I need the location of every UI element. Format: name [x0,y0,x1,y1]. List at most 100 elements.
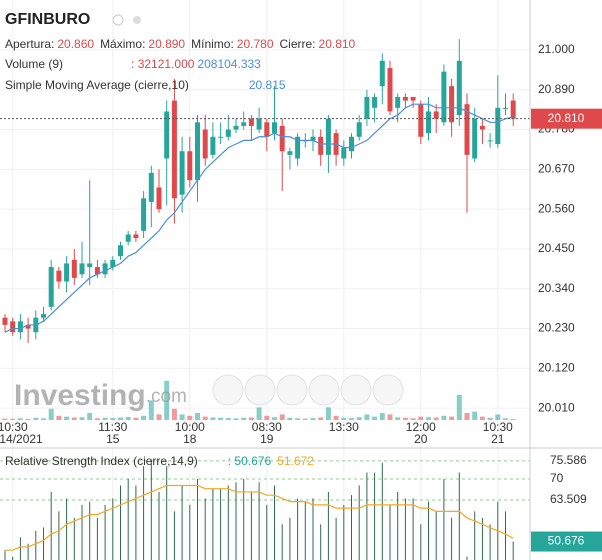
x-date-label: 20 [414,432,428,446]
volume-bar [79,417,85,420]
y-tick-label: 20.560 [538,201,575,215]
x-tick-label: 11:30 [98,420,127,434]
volume-bar [148,400,154,420]
volume-bar [118,417,123,420]
volume-bar [87,413,93,420]
candle-body [187,151,193,181]
candle-body [295,136,301,159]
y-tick-label: 63.509 [550,492,587,506]
volume-bar [10,418,16,420]
tool-button[interactable] [308,374,340,406]
y-tick-label: 20.450 [538,241,575,255]
toolbar [212,374,404,406]
ohlc-label: Apertura: [5,37,54,51]
candle-body [179,151,185,195]
ohlc-value: 20.810 [319,37,356,51]
candle-body [17,321,23,333]
candle-body [456,60,462,116]
candle-body [41,314,46,318]
volume-bar [503,418,508,420]
volume-bar [510,419,516,420]
eye-icon[interactable] [112,14,124,26]
candle-body [479,125,485,130]
settings-icon[interactable] [133,16,141,24]
candle-body [464,104,470,155]
volume-ma-value: 208104.333 [197,57,261,71]
candle-body [279,125,285,152]
y-tick-label: 20.230 [538,321,575,335]
candle-body [287,151,293,155]
candle-body [94,267,100,275]
candle-body [449,86,455,123]
volume-legend: Volume (9): 32121.000 208104.333 [5,57,261,71]
candle-body [195,122,200,181]
volume-bar [472,411,478,420]
candle-body [272,122,277,134]
rsi-value: : 50.676 [228,454,272,468]
tool-button[interactable] [340,374,372,406]
volume-bar [33,417,39,420]
volume-bar [318,417,324,420]
volume-bar [341,417,347,420]
volume-bar [17,418,23,420]
symbol: GFINBURO [5,11,90,28]
volume-bar [295,418,301,420]
sma-legend: Simple Moving Average (cierre,10) 20.815 [5,78,286,92]
candle-body [241,122,247,126]
volume-value: : 32121.000 [131,57,195,71]
volume-bar [25,418,31,420]
volume-bar [418,416,424,420]
candle-body [210,136,216,155]
candle-body [433,111,439,119]
x-tick-label: 13:30 [329,420,359,434]
tool-button[interactable] [212,374,244,406]
candle-body [56,270,62,282]
sma-label: Simple Moving Average (cierre,10) [5,78,189,92]
volume-bar [94,418,100,420]
volume-bar [349,418,354,420]
y-tick-label: 20.890 [538,82,575,96]
volume-bar [372,416,378,420]
volume-bar [41,418,46,420]
volume-bar [164,380,170,420]
volume-bar [218,417,224,420]
volume-bar [433,417,439,420]
volume-bar [248,417,254,420]
y-tick-label: 20.120 [538,361,575,375]
ohlc-label: Mínimo: [191,37,234,51]
volume-bar [272,417,277,420]
volume-bar [233,418,239,420]
volume-bar [256,407,262,420]
volume-bar [48,408,54,420]
candle-body [141,198,147,231]
candle-body [79,263,85,275]
tool-button[interactable] [244,374,276,406]
candle-body [156,187,162,210]
candle-body [102,263,108,275]
rsi-ma-line [5,484,514,551]
volume-bar [310,418,316,420]
candle-body [472,118,478,159]
candle-body [118,245,123,257]
volume-bar [71,417,77,420]
volume-bar [64,416,70,420]
y-tick-label: 20.010 [538,400,575,414]
candle-body [418,104,424,137]
candle-body [256,118,262,130]
y-tick-label: 21.000 [538,42,575,56]
candle-body [164,111,170,159]
candle-body [310,136,316,141]
volume-bar [495,414,501,420]
tool-button[interactable] [372,374,404,406]
x-date-label: 21 [491,432,505,446]
candle-body [64,263,70,282]
rsi-label: Relative Strength Index (cierre,14,9) [5,454,198,468]
rsi-legend: Relative Strength Index (cierre,14,9) : 5… [5,454,314,468]
volume-bar [479,416,485,420]
volume-bar [456,394,462,420]
tool-button[interactable] [276,374,308,406]
volume-bar [110,418,116,420]
x-tick-label: 10:00 [175,420,205,434]
x-date-label: 19 [260,432,274,446]
